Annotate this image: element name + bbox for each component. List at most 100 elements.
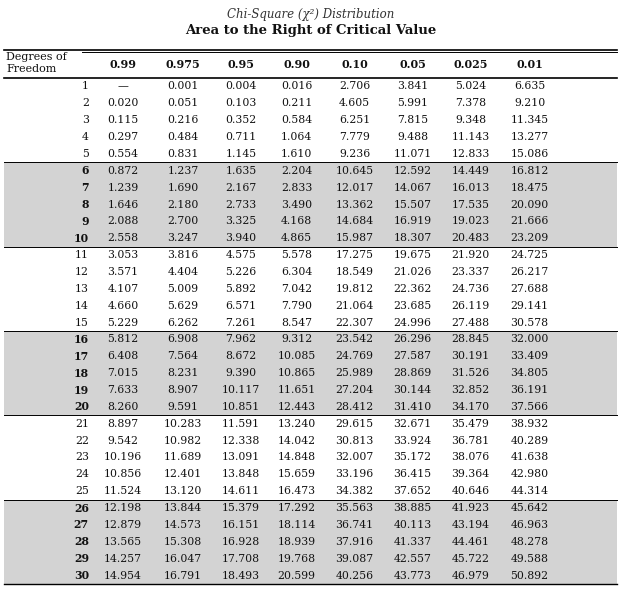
- Text: 10.645: 10.645: [335, 166, 374, 176]
- Text: 26.217: 26.217: [510, 267, 549, 277]
- Text: Degrees of: Degrees of: [6, 52, 66, 62]
- Text: 43.773: 43.773: [394, 571, 432, 581]
- Text: 50.892: 50.892: [510, 571, 549, 581]
- Text: 1.239: 1.239: [107, 183, 138, 192]
- Text: 13.565: 13.565: [104, 537, 142, 547]
- Text: 6.408: 6.408: [107, 351, 138, 361]
- Text: 6: 6: [81, 165, 89, 176]
- Text: 0.01: 0.01: [516, 59, 543, 69]
- Text: 13.844: 13.844: [164, 503, 202, 513]
- Text: 16.151: 16.151: [222, 520, 260, 530]
- Text: 11.651: 11.651: [278, 385, 316, 395]
- Text: 10.982: 10.982: [164, 436, 202, 446]
- Text: 1.690: 1.690: [168, 183, 199, 192]
- Text: 8: 8: [81, 199, 89, 210]
- Text: 8.907: 8.907: [168, 385, 199, 395]
- Text: 23.337: 23.337: [451, 267, 489, 277]
- Text: 35.172: 35.172: [394, 452, 432, 462]
- Text: 13.362: 13.362: [335, 200, 374, 210]
- Text: 15.507: 15.507: [394, 200, 432, 210]
- Text: 42.980: 42.980: [510, 469, 549, 480]
- Text: 3.841: 3.841: [397, 82, 428, 91]
- Text: 0.025: 0.025: [453, 59, 487, 69]
- Text: 44.314: 44.314: [510, 486, 548, 496]
- Text: 12.198: 12.198: [104, 503, 142, 513]
- Text: 15.987: 15.987: [335, 233, 374, 243]
- Text: 0.103: 0.103: [225, 98, 256, 108]
- Text: 21.026: 21.026: [393, 267, 432, 277]
- Text: 10.085: 10.085: [278, 351, 316, 361]
- Text: 21.920: 21.920: [451, 250, 489, 260]
- Text: 11.689: 11.689: [164, 452, 202, 462]
- Text: 40.256: 40.256: [335, 571, 374, 581]
- Text: 11.143: 11.143: [451, 132, 489, 142]
- Text: Freedom: Freedom: [6, 64, 57, 74]
- Text: 9.488: 9.488: [397, 132, 428, 142]
- Text: 7.779: 7.779: [339, 132, 370, 142]
- Text: 25.989: 25.989: [335, 368, 374, 378]
- Text: 18.549: 18.549: [335, 267, 374, 277]
- Text: 12.879: 12.879: [104, 520, 142, 530]
- Text: 14.449: 14.449: [451, 166, 489, 176]
- Text: 31.526: 31.526: [451, 368, 489, 378]
- Text: 0.95: 0.95: [227, 59, 255, 69]
- Text: 7.378: 7.378: [455, 98, 486, 108]
- Text: 1.646: 1.646: [107, 200, 138, 210]
- Text: 38.076: 38.076: [451, 452, 489, 462]
- Text: 42.557: 42.557: [394, 554, 432, 564]
- Text: 18: 18: [74, 368, 89, 379]
- Text: 17.535: 17.535: [451, 200, 489, 210]
- Text: 16.919: 16.919: [394, 216, 432, 226]
- Text: 7.261: 7.261: [225, 317, 256, 327]
- Text: 8.897: 8.897: [107, 419, 138, 429]
- Text: 23.685: 23.685: [394, 301, 432, 311]
- Text: 14: 14: [75, 301, 89, 311]
- Text: 6.571: 6.571: [225, 301, 256, 311]
- Text: 22: 22: [75, 436, 89, 446]
- Text: 38.932: 38.932: [510, 419, 549, 429]
- Text: 21.666: 21.666: [510, 216, 549, 226]
- Text: 28.412: 28.412: [335, 402, 374, 412]
- Text: 36.415: 36.415: [394, 469, 432, 480]
- Text: 36.741: 36.741: [335, 520, 374, 530]
- Text: 14.067: 14.067: [394, 183, 432, 192]
- Text: 14.954: 14.954: [104, 571, 142, 581]
- Text: 16.791: 16.791: [164, 571, 202, 581]
- Text: 2.088: 2.088: [107, 216, 138, 226]
- Text: 2.733: 2.733: [225, 200, 256, 210]
- Text: 34.170: 34.170: [451, 402, 489, 412]
- Text: 2.558: 2.558: [107, 233, 138, 243]
- Text: 1.635: 1.635: [225, 166, 256, 176]
- Text: 5.226: 5.226: [225, 267, 256, 277]
- Text: 8.547: 8.547: [281, 317, 312, 327]
- Text: 27: 27: [74, 519, 89, 530]
- Text: 11.591: 11.591: [222, 419, 260, 429]
- Text: 29: 29: [74, 553, 89, 564]
- Text: 26.119: 26.119: [451, 301, 489, 311]
- Text: 3: 3: [82, 115, 89, 125]
- Text: 29.141: 29.141: [510, 301, 549, 311]
- Text: 9.591: 9.591: [168, 402, 199, 412]
- Text: 43.194: 43.194: [451, 520, 489, 530]
- Text: 1.237: 1.237: [168, 166, 199, 176]
- Text: 32.852: 32.852: [451, 385, 489, 395]
- Text: 39.087: 39.087: [335, 554, 374, 564]
- Text: 41.337: 41.337: [394, 537, 432, 547]
- Text: 41.923: 41.923: [451, 503, 489, 513]
- Text: 12.443: 12.443: [278, 402, 315, 412]
- Text: 22.362: 22.362: [393, 284, 432, 294]
- Text: 0.10: 0.10: [342, 59, 368, 69]
- Text: 44.461: 44.461: [451, 537, 489, 547]
- Text: 5.229: 5.229: [107, 317, 138, 327]
- Text: 3.571: 3.571: [107, 267, 138, 277]
- Text: 12: 12: [75, 267, 89, 277]
- Text: 0.484: 0.484: [168, 132, 199, 142]
- Bar: [4, 500, 617, 584]
- Text: 5.578: 5.578: [281, 250, 312, 260]
- Text: 15.308: 15.308: [164, 537, 202, 547]
- Text: 19.768: 19.768: [278, 554, 315, 564]
- Text: 24.996: 24.996: [394, 317, 432, 327]
- Text: 0.016: 0.016: [281, 82, 312, 91]
- Text: —: —: [117, 82, 129, 91]
- Text: 4.660: 4.660: [107, 301, 138, 311]
